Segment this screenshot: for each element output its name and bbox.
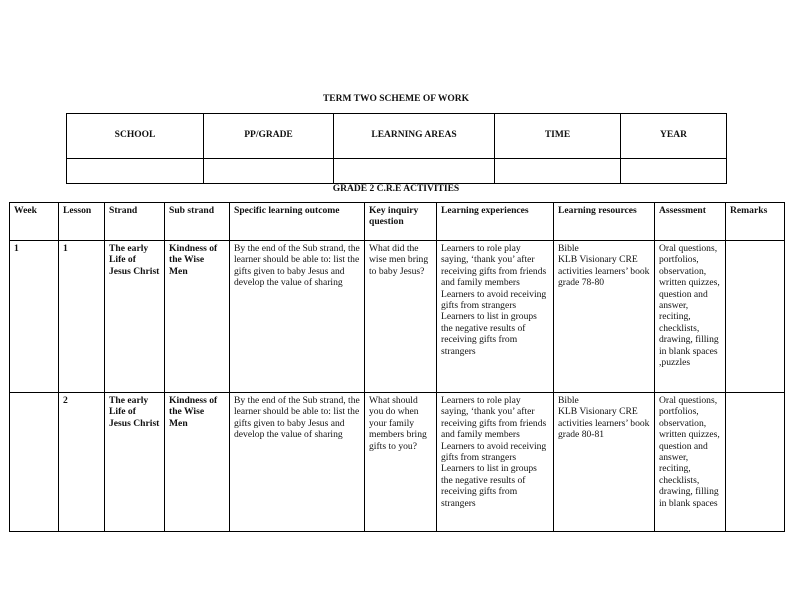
info-header-school: SCHOOL bbox=[66, 113, 204, 159]
header-lesson: Lesson bbox=[58, 202, 105, 241]
info-header-grade: PP/GRADE bbox=[203, 113, 334, 159]
info-value-grade bbox=[203, 158, 334, 184]
sub-strand-cell: Kindness of the Wise Men bbox=[164, 240, 230, 393]
table-row: 1 1 The early Life of Jesus Christ Kindn… bbox=[9, 240, 785, 393]
week-cell bbox=[9, 392, 59, 532]
header-question: Key inquiry question bbox=[364, 202, 437, 241]
scheme-table: Week Lesson Strand Sub strand Specific l… bbox=[9, 202, 785, 532]
header-sub-strand: Sub strand bbox=[164, 202, 230, 241]
info-value-year bbox=[620, 158, 727, 184]
info-table: SCHOOL PP/GRADE LEARNING AREAS TIME YEAR bbox=[66, 113, 727, 184]
info-value-learning-areas bbox=[333, 158, 495, 184]
header-experiences: Learning experiences bbox=[436, 202, 554, 241]
header-week: Week bbox=[9, 202, 59, 241]
header-remarks: Remarks bbox=[725, 202, 785, 241]
lesson-cell: 2 bbox=[58, 392, 105, 532]
resource-item: Bible bbox=[558, 395, 579, 406]
strand-cell: The early Life of Jesus Christ bbox=[104, 240, 165, 393]
info-header-time: TIME bbox=[494, 113, 621, 159]
header-assessment: Assessment bbox=[654, 202, 726, 241]
table-row: 2 The early Life of Jesus Christ Kindnes… bbox=[9, 392, 785, 532]
experiences-cell: Learners to role play saying, ‘thank you… bbox=[436, 392, 554, 532]
experience-item: Learners to list in groups the negative … bbox=[441, 311, 537, 357]
header-strand: Strand bbox=[104, 202, 165, 241]
experience-item: Learners to role play saying, ‘thank you… bbox=[441, 395, 547, 441]
document-title: TERM TWO SCHEME OF WORK bbox=[322, 94, 470, 104]
experience-item: Learners to role play saying, ‘thank you… bbox=[441, 243, 547, 289]
info-value-time bbox=[494, 158, 621, 184]
resources-cell: Bible KLB Visionary CRE activities learn… bbox=[553, 240, 655, 393]
resource-item: Bible bbox=[558, 243, 579, 254]
info-header-year: YEAR bbox=[620, 113, 727, 159]
experience-item: Learners to avoid receiving gifts from s… bbox=[441, 288, 547, 312]
outcome-cell: By the end of the Sub strand, the learne… bbox=[229, 240, 365, 393]
document-subtitle: GRADE 2 C.R.E ACTIVITIES bbox=[332, 184, 460, 194]
lesson-cell: 1 bbox=[58, 240, 105, 393]
experiences-cell: Learners to role play saying, ‘thank you… bbox=[436, 240, 554, 393]
header-outcome: Specific learning outcome bbox=[229, 202, 365, 241]
sub-strand-cell: Kindness of the Wise Men bbox=[164, 392, 230, 532]
question-cell: What should you do when your family memb… bbox=[364, 392, 437, 532]
experience-item: Learners to avoid receiving gifts from s… bbox=[441, 440, 547, 464]
assessment-cell: Oral questions, portfolios, observation,… bbox=[654, 392, 726, 532]
info-header-learning-areas: LEARNING AREAS bbox=[333, 113, 495, 159]
question-cell: What did the wise men bring to baby Jesu… bbox=[364, 240, 437, 393]
remarks-cell bbox=[725, 392, 785, 532]
week-cell: 1 bbox=[9, 240, 59, 393]
resource-item: KLB Visionary CRE activities learners’ b… bbox=[558, 406, 650, 441]
experience-item: Learners to list in groups the negative … bbox=[441, 463, 537, 509]
strand-cell: The early Life of Jesus Christ bbox=[104, 392, 165, 532]
header-resources: Learning resources bbox=[553, 202, 655, 241]
info-value-school bbox=[66, 158, 204, 184]
resource-item: KLB Visionary CRE activities learners’ b… bbox=[558, 254, 650, 289]
assessment-cell: Oral questions, portfolios, observation,… bbox=[654, 240, 726, 393]
resources-cell: Bible KLB Visionary CRE activities learn… bbox=[553, 392, 655, 532]
outcome-cell: By the end of the Sub strand, the learne… bbox=[229, 392, 365, 532]
remarks-cell bbox=[725, 240, 785, 393]
